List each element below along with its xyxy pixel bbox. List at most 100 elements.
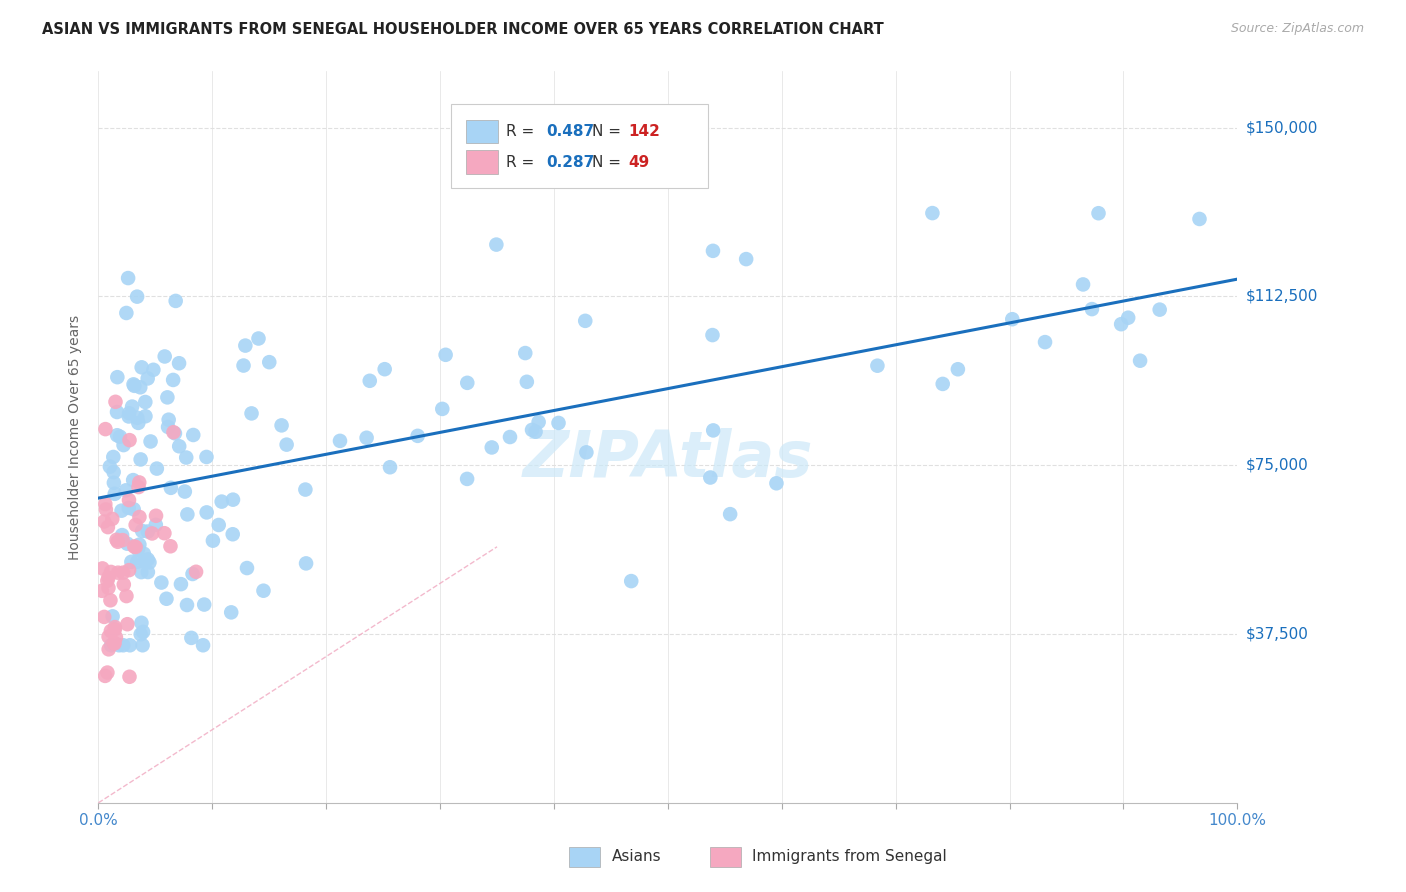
Point — [105, 533, 128, 547]
Point — [485, 237, 508, 252]
Point — [111, 528, 134, 542]
Text: ASIAN VS IMMIGRANTS FROM SENEGAL HOUSEHOLDER INCOME OVER 65 YEARS CORRELATION CH: ASIAN VS IMMIGRANTS FROM SENEGAL HOUSEHO… — [42, 22, 884, 37]
Point — [131, 638, 153, 652]
Point — [124, 517, 146, 532]
Point — [97, 642, 120, 657]
Point — [103, 475, 125, 490]
Point — [118, 563, 141, 577]
Point — [173, 484, 195, 499]
Point — [122, 473, 145, 487]
Point — [94, 422, 117, 436]
Point — [104, 631, 127, 645]
Point — [527, 415, 550, 429]
Point — [124, 540, 146, 554]
Point — [931, 376, 953, 391]
Text: R =: R = — [506, 124, 540, 139]
Point — [1081, 302, 1104, 317]
Point — [112, 566, 135, 580]
Point — [122, 540, 145, 554]
Point — [481, 441, 503, 455]
Point — [129, 452, 152, 467]
Point — [136, 524, 159, 539]
Point — [180, 631, 202, 645]
Point — [1149, 302, 1171, 317]
Point — [167, 439, 190, 453]
Point — [765, 476, 787, 491]
Text: 142: 142 — [628, 124, 659, 139]
Text: $112,500: $112,500 — [1246, 289, 1317, 304]
Point — [201, 533, 224, 548]
Point — [127, 410, 149, 425]
Text: $75,000: $75,000 — [1246, 458, 1309, 473]
Point — [163, 426, 186, 441]
Point — [94, 497, 117, 511]
Point — [120, 555, 142, 569]
Point — [103, 636, 125, 650]
Point — [128, 475, 150, 490]
Point — [103, 465, 125, 479]
Text: Asians: Asians — [612, 849, 661, 863]
Point — [91, 561, 114, 575]
Point — [1129, 353, 1152, 368]
Point — [524, 425, 547, 439]
Text: N =: N = — [592, 154, 626, 169]
FancyBboxPatch shape — [467, 120, 498, 143]
Point — [150, 575, 173, 590]
Point — [516, 375, 538, 389]
Point — [232, 359, 254, 373]
Point — [128, 510, 150, 524]
Point — [121, 400, 143, 414]
Point — [111, 533, 134, 548]
Point — [240, 406, 263, 420]
Point — [127, 416, 149, 430]
Point — [105, 428, 128, 442]
Point — [96, 574, 118, 588]
Point — [574, 314, 596, 328]
Point — [129, 627, 152, 641]
Text: Source: ZipAtlas.com: Source: ZipAtlas.com — [1230, 22, 1364, 36]
Point — [1188, 211, 1211, 226]
Point — [620, 574, 643, 588]
Point — [110, 504, 132, 518]
Point — [132, 547, 155, 561]
Point — [129, 380, 152, 394]
Point — [195, 450, 218, 464]
Point — [195, 505, 218, 519]
Point — [252, 583, 274, 598]
Point — [432, 401, 454, 416]
FancyBboxPatch shape — [467, 151, 498, 174]
Point — [520, 423, 543, 437]
Point — [575, 445, 598, 459]
Text: Immigrants from Senegal: Immigrants from Senegal — [752, 849, 948, 863]
Point — [699, 470, 721, 484]
Point — [131, 615, 153, 630]
Point — [107, 566, 129, 580]
Point — [117, 617, 139, 632]
Point — [270, 418, 292, 433]
Point — [136, 565, 159, 579]
Point — [167, 356, 190, 370]
Point — [131, 524, 153, 538]
Text: 49: 49 — [628, 154, 650, 169]
FancyBboxPatch shape — [451, 104, 707, 188]
Point — [1109, 317, 1132, 331]
Point — [162, 373, 184, 387]
Point — [134, 395, 156, 409]
Point — [160, 481, 183, 495]
Point — [181, 566, 204, 581]
Point — [127, 555, 149, 569]
Point — [866, 359, 889, 373]
Point — [127, 290, 149, 304]
Text: R =: R = — [506, 154, 540, 169]
Point — [159, 539, 181, 553]
Point — [356, 431, 378, 445]
Text: $37,500: $37,500 — [1246, 626, 1309, 641]
Point — [718, 507, 741, 521]
Point — [211, 494, 233, 508]
Point — [118, 638, 141, 652]
Point — [118, 500, 141, 515]
Point — [146, 461, 169, 475]
Point — [136, 552, 159, 566]
Point — [104, 622, 127, 636]
Point — [222, 527, 245, 541]
